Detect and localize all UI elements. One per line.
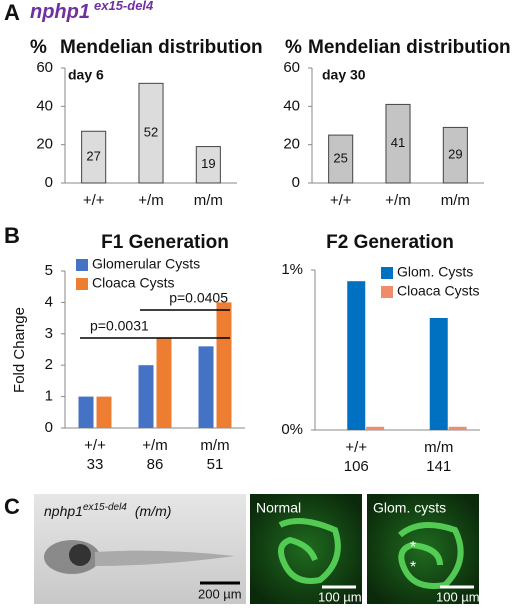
annotation: day 6 [68,67,104,83]
larva-eye [69,544,91,566]
panel-label: B [4,223,20,248]
data-label: 19 [201,156,215,171]
x-tick-label: +/+ [345,439,367,456]
y-tick-label: 3 [45,325,53,342]
y-tick-label: 20 [36,136,53,153]
chart-title: Mendelian distribution [60,37,263,58]
y-tick-label: 20 [283,136,300,153]
y-tick-label: 4 [45,293,53,310]
legend-label: Glom. Cysts [397,264,473,280]
allele: ex15-del4 [94,0,154,13]
bar [156,338,172,428]
x-tick-label: m/m [194,192,223,209]
legend-swatch [76,278,88,290]
cyst-marker: * [410,539,416,556]
y-axis-label: % [30,37,47,58]
y-axis-label: % [285,37,302,58]
y-axis-label: Fold Change [11,307,28,393]
gene-name: nphp1 ex15-del4 [30,0,154,23]
x-tick-label: +/+ [83,192,105,209]
image-caption: Normal [256,500,301,516]
bar [442,126,468,184]
bar [429,318,448,430]
gene: nphp1 [30,1,90,23]
legend-swatch [381,267,393,279]
legend-swatch [76,259,88,271]
sample-size: 141 [426,458,451,475]
sample-size: 86 [147,456,164,473]
data-label: 25 [333,150,347,165]
x-tick-label: +/m [142,437,167,454]
data-label: 29 [448,147,462,162]
gene: nphp1 [44,503,83,519]
x-tick-label: m/m [441,192,470,209]
data-label: 27 [86,149,100,164]
scale-label: 100 µm [436,589,480,604]
panel-label: A [4,0,20,25]
chart-title: F1 Generation [101,232,229,253]
glomerulus [278,518,341,584]
p-value: p=0.0405 [169,290,228,306]
sample-size: 106 [344,458,369,475]
glomerulus [398,522,464,589]
panel-label: C [4,494,20,519]
y-tick-label: 60 [283,59,300,76]
p-value: p=0.0031 [90,318,149,334]
x-tick-label: +/+ [84,437,106,454]
bar [216,302,232,428]
bar [448,426,467,430]
x-tick-label: +/m [385,192,410,209]
sample-size: 51 [207,456,224,473]
y-tick-label: 0% [281,421,303,438]
bar [347,281,366,430]
legend-swatch [381,286,393,298]
chart-title: Mendelian distribution [308,37,511,58]
bar [328,134,354,184]
y-tick-label: 60 [36,59,53,76]
scale-label: 200 µm [198,586,242,601]
genotype-caption: nphp1ex15-del4 (m/m) [44,502,171,519]
y-tick-label: 0 [45,419,53,436]
x-tick-label: m/m [424,439,453,456]
bar [198,346,214,428]
x-tick-label: +/+ [330,192,352,209]
cyst-marker: * [410,559,416,576]
bar [78,396,94,428]
genotype: (m/m) [135,503,172,519]
y-tick-label: 1 [45,388,53,405]
y-tick-label: 5 [45,262,53,279]
image-panel: nphp1ex15-del4 (m/m) 200 µm Normal 100 µm… [34,494,480,604]
y-tick-label: 2 [45,356,53,373]
annotation: day 30 [322,67,366,83]
bar [96,396,112,428]
legend-label: Cloaca Cysts [92,275,174,291]
bar [138,82,164,184]
scale-label: 100 µm [318,589,362,604]
bar [81,130,107,184]
legend-label: Cloaca Cysts [397,283,479,299]
sample-size: 33 [87,456,104,473]
bar [366,426,385,430]
larva-tail [95,550,235,566]
y-tick-label: 40 [36,97,53,114]
y-tick-label: 40 [283,97,300,114]
allele: ex15-del4 [83,502,127,513]
bar [195,146,221,184]
data-label: 52 [144,125,158,140]
data-label: 41 [391,135,405,150]
bar [138,365,154,428]
bar [385,103,411,184]
y-tick-label: 0 [45,174,53,191]
legend-label: Glomerular Cysts [92,256,200,272]
x-tick-label: m/m [200,437,229,454]
image-caption: Glom. cysts [373,500,446,516]
x-tick-label: +/m [138,192,163,209]
y-tick-label: 1% [281,261,303,278]
chart-title: F2 Generation [326,232,454,253]
y-tick-label: 0 [292,174,300,191]
